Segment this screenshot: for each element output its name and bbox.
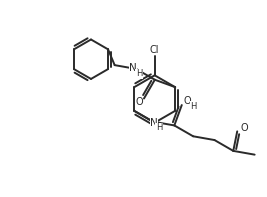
- Text: O: O: [135, 98, 143, 108]
- Text: H: H: [136, 69, 142, 78]
- Text: H: H: [156, 123, 162, 132]
- Text: O: O: [240, 123, 248, 133]
- Text: H: H: [190, 101, 197, 111]
- Text: N: N: [129, 63, 137, 73]
- Text: N: N: [150, 118, 158, 128]
- Text: O: O: [184, 96, 191, 106]
- Text: Cl: Cl: [150, 45, 159, 55]
